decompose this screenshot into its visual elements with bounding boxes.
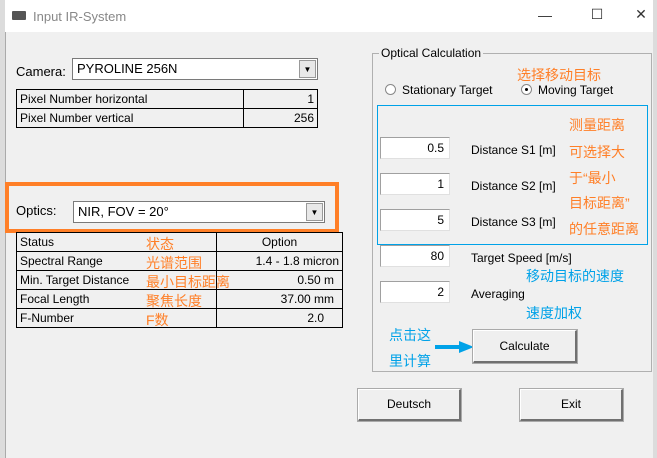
- radio-moving-target[interactable]: [521, 84, 532, 95]
- optical-calculation-group: [372, 53, 652, 372]
- annotation-distance-2: 可选择大: [569, 144, 625, 160]
- table-row: Spectral Range 1.4 - 1.8 micron: [16, 251, 343, 271]
- row-name: Spectral Range: [16, 251, 217, 271]
- annotation-fnumber: F数: [146, 312, 169, 328]
- title-bar: [5, 0, 653, 32]
- pixel-table: Pixel Number horizontal 1 Pixel Number ve…: [16, 89, 318, 128]
- annotation-distance-4: 目标距离”: [569, 195, 630, 211]
- row-value: 256: [243, 108, 318, 128]
- maximize-button[interactable]: ☐: [590, 6, 604, 22]
- averaging-label: Averaging: [471, 287, 525, 301]
- annotation-focal: 聚焦长度: [146, 293, 202, 309]
- minimize-button[interactable]: —: [538, 7, 552, 23]
- row-value: 1: [243, 89, 318, 109]
- optics-value: NIR, FOV = 20°: [78, 204, 169, 219]
- target-speed-input[interactable]: 80: [380, 245, 450, 267]
- optics-select[interactable]: NIR, FOV = 20° ▼: [73, 201, 325, 223]
- row-value: 1.4 - 1.8 micron: [216, 251, 343, 271]
- annotation-distance-5: 的任意距离: [569, 221, 639, 237]
- annotation-averaging: 速度加权: [526, 305, 582, 321]
- distance-s1-input[interactable]: 0.5: [380, 137, 450, 159]
- deutsch-button[interactable]: Deutsch: [357, 388, 462, 422]
- optics-label: Optics:: [16, 203, 57, 218]
- annotation-distance-1: 测量距离: [569, 117, 625, 133]
- table-row: F-Number 2.0: [16, 308, 343, 328]
- window-title: Input IR-System: [33, 9, 127, 24]
- arrow-right-icon: [435, 341, 474, 353]
- annotation-distance-3: 于“最小: [569, 170, 616, 186]
- close-button[interactable]: ✕: [635, 6, 647, 22]
- annotation-click-2: 里计算: [389, 353, 431, 369]
- optics-table: Status Option Spectral Range 1.4 - 1.8 mic…: [16, 232, 343, 328]
- row-name: Pixel Number horizontal: [16, 89, 244, 109]
- annotation-click-1: 点击这: [389, 327, 431, 343]
- table-row: Pixel Number vertical 256: [16, 108, 318, 128]
- app-camera-icon: [12, 11, 26, 20]
- target-speed-label: Target Speed [m/s]: [471, 251, 572, 265]
- optics-highlight-box: [5, 182, 339, 233]
- camera-value: PYROLINE 256N: [77, 61, 178, 76]
- table-row: Pixel Number horizontal 1: [16, 89, 318, 109]
- row-name: Status: [16, 232, 217, 252]
- row-name: F-Number: [16, 308, 217, 328]
- row-value: Option: [216, 232, 343, 252]
- distance-s3-label: Distance S3 [m]: [471, 215, 556, 229]
- chevron-down-icon[interactable]: ▼: [299, 60, 316, 78]
- calculate-button[interactable]: Calculate: [472, 329, 578, 364]
- camera-label: Camera:: [16, 64, 66, 79]
- radio-stationary-target[interactable]: [385, 84, 396, 95]
- chevron-down-icon[interactable]: ▼: [306, 203, 323, 221]
- annotation-speed: 移动目标的速度: [526, 268, 624, 284]
- row-value: 0.50 m: [216, 270, 343, 290]
- distance-highlight-box: [377, 105, 648, 245]
- distance-s3-input[interactable]: 5: [380, 209, 450, 231]
- annotation-min-distance: 最小目标距离: [146, 274, 230, 290]
- annotation-status: 状态: [146, 236, 174, 252]
- row-value: 2.0: [216, 308, 343, 328]
- table-row: Focal Length 37.00 mm: [16, 289, 343, 309]
- distance-s2-input[interactable]: 1: [380, 173, 450, 195]
- distance-s1-label: Distance S1 [m]: [471, 143, 556, 157]
- moving-target-label[interactable]: Moving Target: [538, 83, 614, 97]
- row-value: 37.00 mm: [216, 289, 343, 309]
- distance-s2-label: Distance S2 [m]: [471, 179, 556, 193]
- camera-select[interactable]: PYROLINE 256N ▼: [72, 58, 318, 80]
- annotation-moving-target: 选择移动目标: [517, 67, 601, 83]
- annotation-spectral: 光谱范围: [146, 255, 202, 271]
- row-name: Pixel Number vertical: [16, 108, 244, 128]
- exit-button[interactable]: Exit: [519, 388, 624, 422]
- group-legend: Optical Calculation: [379, 46, 484, 60]
- table-row: Status Option: [16, 232, 343, 252]
- stationary-target-label[interactable]: Stationary Target: [402, 83, 493, 97]
- averaging-input[interactable]: 2: [380, 281, 450, 303]
